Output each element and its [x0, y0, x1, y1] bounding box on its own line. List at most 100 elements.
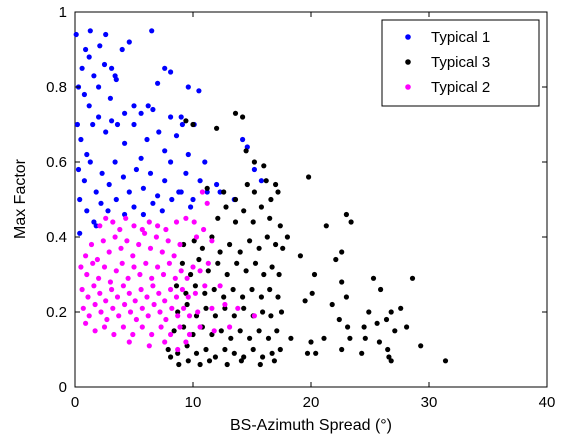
data-point [122, 110, 128, 116]
data-point [139, 305, 145, 311]
data-point [205, 260, 211, 266]
data-point [178, 114, 184, 120]
data-point [114, 294, 121, 300]
data-point [183, 118, 189, 124]
data-point [251, 313, 257, 319]
data-point [224, 361, 230, 368]
data-point [120, 174, 126, 180]
data-point [261, 271, 267, 278]
data-point [321, 335, 327, 341]
data-point [173, 294, 180, 300]
data-point [345, 324, 351, 330]
data-point [77, 196, 83, 203]
data-point [150, 106, 156, 113]
data-point [150, 200, 156, 206]
data-point [223, 204, 229, 210]
data-point [117, 226, 123, 233]
data-point [203, 305, 209, 311]
data-point [297, 253, 303, 259]
data-point [240, 114, 246, 120]
data-point [185, 358, 191, 364]
data-point [278, 309, 285, 315]
data-point [265, 335, 272, 341]
data-point [98, 200, 104, 206]
data-point [147, 170, 154, 176]
data-point [202, 290, 208, 296]
data-point [214, 125, 220, 131]
y-axis-label: Max Factor [12, 158, 29, 239]
data-point [106, 181, 112, 188]
legend-marker [405, 34, 411, 40]
data-point [196, 88, 202, 94]
data-point [251, 166, 257, 173]
data-point [123, 215, 129, 221]
data-point [196, 256, 202, 263]
data-point [339, 279, 345, 285]
x-tick-label: 10 [185, 394, 202, 411]
data-point [126, 339, 132, 345]
data-point [146, 219, 152, 225]
data-point [137, 271, 143, 278]
data-point [191, 238, 197, 244]
data-point [168, 159, 174, 165]
data-point [140, 185, 146, 191]
data-point [288, 335, 294, 341]
y-tick-label: 0.4 [46, 229, 67, 246]
data-point [217, 249, 223, 255]
data-point [151, 301, 157, 308]
data-point [249, 286, 255, 293]
data-point [247, 238, 253, 244]
data-point [404, 324, 410, 330]
data-point [179, 286, 185, 293]
data-point [366, 309, 372, 315]
data-point [96, 84, 102, 90]
data-point [83, 46, 89, 53]
data-point [251, 189, 257, 195]
data-point [125, 275, 131, 281]
data-point [156, 129, 162, 135]
data-point [222, 301, 228, 308]
legend-marker [405, 84, 411, 90]
data-point [309, 290, 315, 296]
data-point [197, 178, 203, 184]
data-point [104, 316, 110, 323]
data-point [86, 103, 92, 109]
data-point [383, 316, 390, 323]
data-point [195, 309, 201, 315]
data-point [273, 241, 279, 248]
data-point [155, 264, 161, 270]
data-point [269, 264, 275, 270]
data-point [238, 358, 244, 364]
data-point [197, 268, 203, 274]
data-point [175, 346, 181, 353]
data-point [186, 313, 193, 319]
data-point [268, 313, 274, 319]
data-point [126, 189, 132, 195]
data-point [418, 343, 424, 349]
data-point [392, 328, 398, 334]
data-point [212, 313, 218, 319]
data-point [159, 249, 165, 255]
data-point [193, 234, 200, 240]
data-point [268, 196, 274, 203]
data-point [107, 95, 113, 101]
data-point [92, 301, 98, 308]
data-point [221, 294, 227, 300]
data-point [97, 290, 103, 296]
data-point [106, 249, 112, 255]
data-point [359, 350, 365, 356]
data-point [190, 121, 196, 128]
data-point [329, 301, 335, 308]
data-point [221, 189, 227, 195]
data-point [442, 358, 449, 364]
data-point [336, 316, 342, 323]
data-point [101, 264, 108, 270]
data-point [409, 275, 416, 281]
data-point [98, 309, 104, 315]
data-point [133, 166, 139, 173]
data-point [119, 260, 125, 266]
data-point [144, 136, 150, 143]
data-point [83, 320, 89, 326]
data-point [120, 283, 126, 289]
data-point [97, 43, 103, 49]
